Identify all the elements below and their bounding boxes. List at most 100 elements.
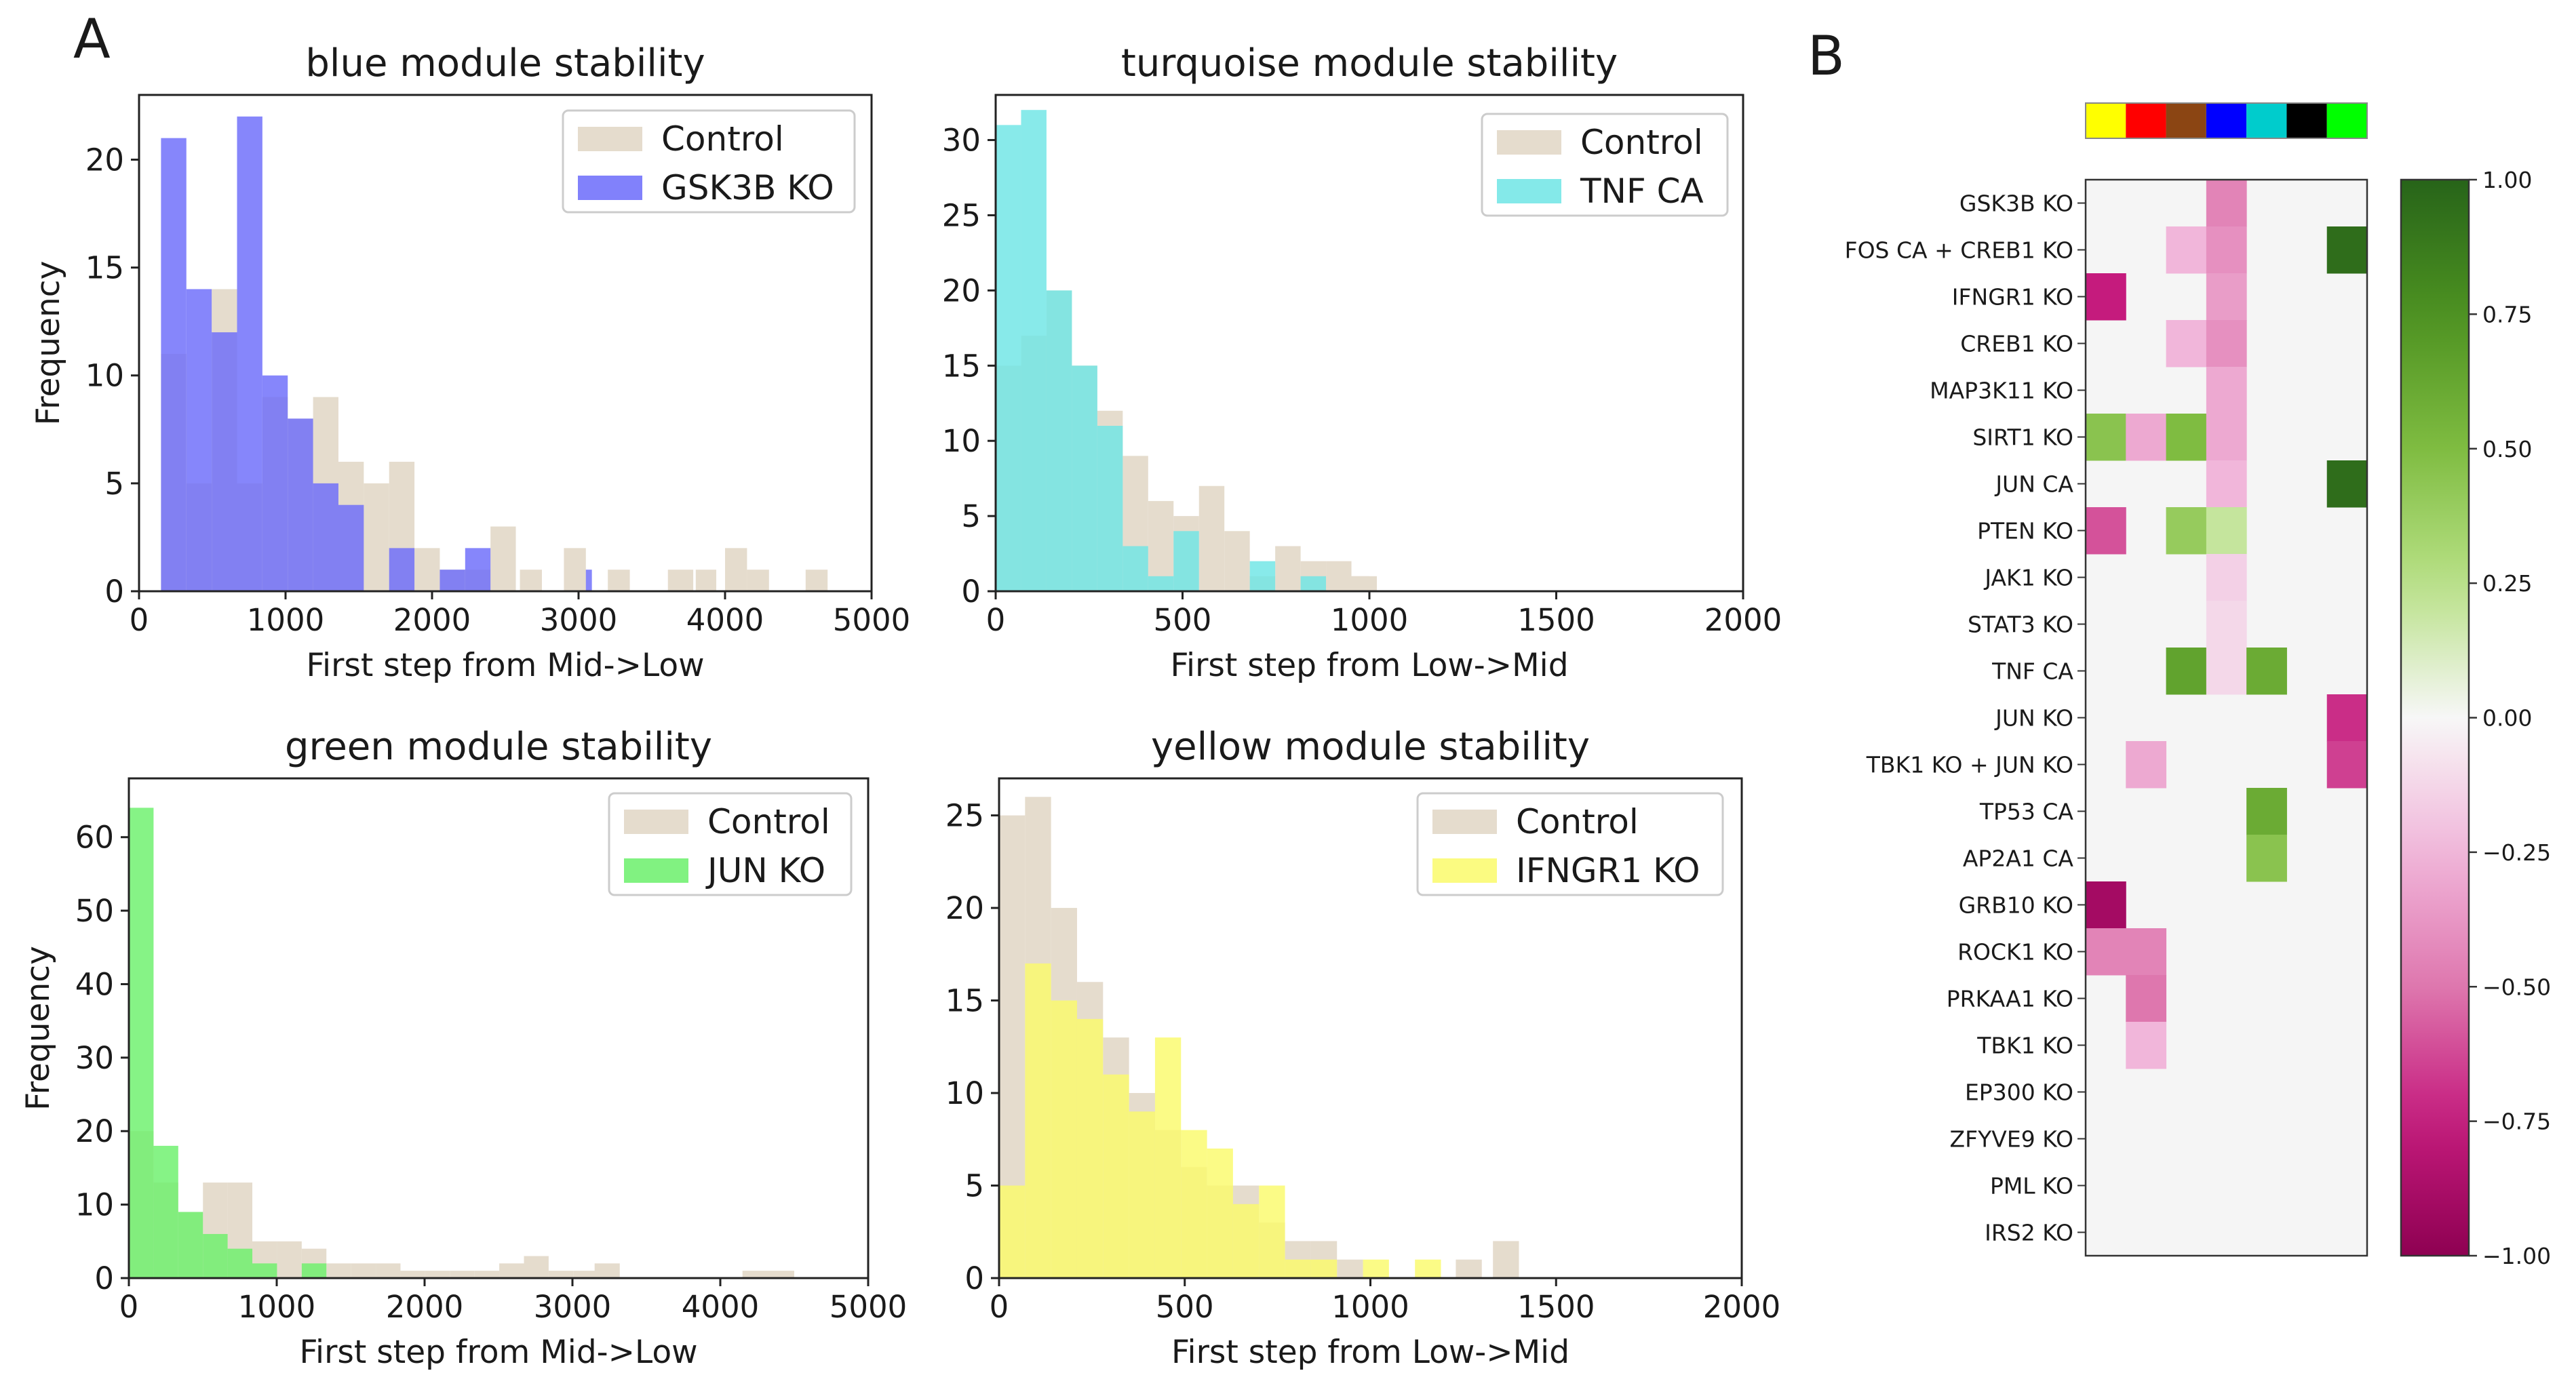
colorbar-tick-label-8: −1.00 (2482, 1243, 2551, 1269)
blue-bar-control-tail-2 (725, 548, 747, 591)
yellow-bar-ifngr1-ko-8 (1207, 1148, 1233, 1278)
turquoise-bar-control-11 (1275, 546, 1301, 591)
yellow-bar-control-tail-1 (1456, 1259, 1482, 1278)
heatmap-cell-6-3 (2206, 460, 2247, 508)
turquoise-ytick-label-5: 25 (942, 197, 981, 233)
yellow-bar-ifngr1-ko-1 (1025, 963, 1051, 1278)
green-ytick-label-1: 10 (75, 1187, 114, 1223)
blue-bar-control-tail-5 (564, 548, 586, 591)
green-ytick-label-3: 30 (75, 1040, 114, 1076)
green-bar-jun-ko-1 (153, 1145, 178, 1278)
green-bar-control-12 (425, 1271, 450, 1278)
yellow-chart-title: yellow module stability (1151, 725, 1590, 769)
yellow-bar-ifngr1-ko-9 (1232, 1204, 1260, 1278)
perturbation-heatmap: GSK3B KO FOS CA + CREB1 KO IFNGR1 KO CREB1 … (1845, 102, 2551, 1269)
colorbar-tick-label-0: 1.00 (2482, 167, 2532, 193)
green-axes-frame (128, 777, 870, 1279)
green-ytick-label-4: 40 (75, 966, 114, 1002)
blue-bar-gsk3b-ko-3 (237, 116, 262, 592)
module-color-swatch-3 (2206, 103, 2247, 138)
blue-axes-frame (138, 94, 873, 593)
green-bar-control-tail-0 (594, 1263, 620, 1278)
yellow-bar-ifngr1-ko-0 (999, 1185, 1026, 1278)
blue-y-axis-label: Frequency (30, 261, 67, 426)
blue-bar-gsk3b-ko-9 (389, 548, 415, 591)
blue-bar-control-20 (667, 570, 694, 591)
colorbar-tick-label-3: 0.25 (2482, 570, 2532, 597)
turquoise-legend-label-0: Control (1580, 123, 1703, 162)
turquoise-ytick-label-4: 20 (942, 273, 981, 309)
green-xtick-label-2: 2000 (386, 1289, 464, 1325)
blue-ytick-label-4: 20 (85, 142, 124, 178)
heatmap-cell-10-3 (2206, 648, 2247, 695)
heatmap-row-label-18: TBK1 KO (1976, 1033, 2073, 1059)
turquoise-bar-tnf-ca-0 (996, 125, 1021, 591)
heatmap-row-label-14: AP2A1 CA (1963, 846, 2074, 872)
green-bar-control-16 (524, 1256, 549, 1278)
module-color-swatch-4 (2246, 103, 2287, 138)
heatmap-row-label-10: TNF CA (1991, 658, 2073, 685)
blue-ytick-label-0: 0 (104, 574, 124, 610)
heatmap-row-label-16: ROCK1 KO (1957, 939, 2073, 966)
blue-bar-gsk3b-ko-7 (338, 504, 364, 591)
yellow-bar-control-tail-0 (1493, 1241, 1519, 1278)
heatmap-row-label-0: GSK3B KO (1959, 191, 2073, 217)
yellow-x-axis-label: First step from Low->Mid (1171, 1334, 1569, 1371)
colorbar-tick-label-6: −0.50 (2482, 974, 2551, 1000)
yellow-bar-ifngr1-ko-4 (1103, 1074, 1129, 1278)
green-xtick-label-5: 5000 (830, 1289, 908, 1325)
green-y-axis-label: Frequency (20, 946, 57, 1111)
heatmap-cell-10-2 (2166, 648, 2207, 695)
turquoise-bar-control-9 (1224, 531, 1250, 591)
heatmap-cell-9-3 (2206, 601, 2247, 648)
heatmap-cell-16-0 (2086, 928, 2126, 976)
blue-ytick-label-3: 15 (85, 250, 124, 286)
heatmap-row-label-8: JAK1 KO (1983, 565, 2073, 591)
module-color-swatch-1 (2126, 103, 2166, 138)
yellow-module-histogram: 0 500 1000 1500 2000 0 5 10 15 20 25 yellow module … (945, 725, 1781, 1371)
yellow-xtick-label-1: 500 (1156, 1289, 1214, 1325)
turquoise-xtick-label-1: 500 (1154, 602, 1212, 638)
yellow-bar-ifngr1-ko-5 (1129, 1111, 1155, 1278)
heatmap-row-label-15: GRB10 KO (1959, 892, 2073, 919)
blue-x-axis-label: First step from Mid->Low (306, 647, 704, 684)
green-bar-control-10 (376, 1263, 401, 1278)
panel-letter-b: B (1808, 24, 1845, 87)
heatmap-cell-1-6 (2326, 226, 2368, 274)
heatmap-cell-15-0 (2086, 881, 2126, 929)
colorbar-tick-label-4: 0.00 (2482, 705, 2532, 732)
heatmap-cell-6-6 (2326, 460, 2368, 508)
green-bar-control-tail-1 (742, 1271, 794, 1278)
turquoise-module-histogram: 0 500 1000 1500 2000 0 5 10 15 20 25 30 turquoise mo… (942, 41, 1782, 684)
blue-bar-control-13 (490, 526, 516, 591)
turquoise-legend-swatch-1 (1497, 179, 1561, 203)
blue-bar-control-tail-6 (520, 570, 542, 591)
turquoise-bar-tnf-ca-3 (1072, 365, 1097, 591)
turquoise-bar-tnf-ca-12 (1300, 576, 1327, 591)
heatmap-cell-2-0 (2086, 273, 2126, 321)
turquoise-ytick-label-6: 30 (942, 123, 981, 159)
heatmap-cell-18-1 (2126, 1022, 2167, 1069)
green-bar-jun-ko-4 (227, 1248, 253, 1278)
green-legend-label-0: Control (707, 802, 830, 841)
green-bar-control-17 (548, 1271, 574, 1278)
heatmap-row-label-4: MAP3K11 KO (1930, 378, 2073, 404)
green-xtick-label-4: 4000 (682, 1289, 760, 1325)
green-legend-swatch-0 (624, 810, 688, 834)
yellow-ytick-label-3: 15 (945, 983, 984, 1019)
blue-bar-control-tail-3 (747, 570, 769, 591)
turquoise-ytick-label-0: 0 (961, 574, 981, 610)
green-xtick-label-0: 0 (119, 1289, 139, 1325)
green-bar-control-15 (499, 1263, 524, 1278)
blue-chart-title: blue module stability (305, 41, 705, 85)
yellow-bar-ifngr1-ko-12 (1310, 1259, 1338, 1278)
turquoise-legend-swatch-0 (1497, 130, 1561, 155)
yellow-bar-ifngr1-ko-6 (1154, 1037, 1182, 1278)
yellow-legend-label-0: Control (1516, 802, 1639, 841)
heatmap-cell-5-0 (2086, 414, 2126, 461)
green-bar-jun-ko-3 (203, 1233, 228, 1278)
blue-bar-gsk3b-ko-12 (465, 548, 491, 591)
turquoise-ytick-label-1: 5 (961, 498, 981, 534)
yellow-bar-ifngr1-ko-3 (1076, 1018, 1104, 1278)
turquoise-xtick-label-3: 1500 (1517, 602, 1595, 638)
